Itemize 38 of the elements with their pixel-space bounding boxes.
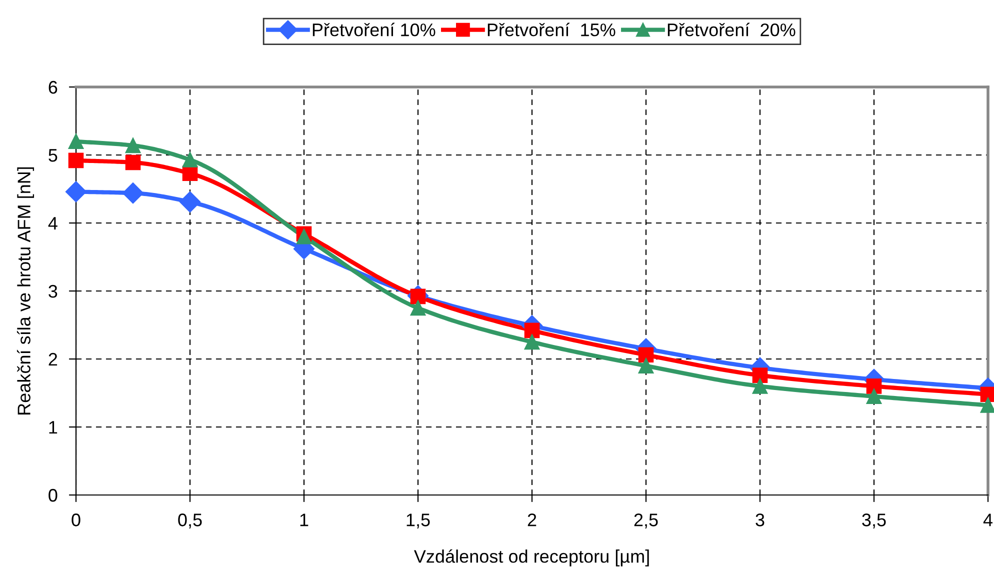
x-tick-label: 1,5 (406, 514, 430, 528)
legend-label: Přetvoření 10% (312, 22, 436, 36)
x-tick-label: 3 (756, 514, 764, 526)
point (68, 134, 84, 150)
y-tick-label: 4 (48, 217, 58, 230)
point (65, 181, 87, 202)
point (524, 322, 540, 338)
point (752, 368, 768, 383)
x-tick-label: 2 (528, 514, 536, 526)
y-tick-label: 1 (49, 421, 58, 434)
x-tick-label: 1 (300, 514, 308, 526)
point (638, 358, 654, 374)
x-tick-label: 0 (72, 514, 80, 526)
y-tick-label: 0 (48, 488, 58, 502)
x-tick-label: 4 (983, 514, 992, 526)
x-tick-label: 2,5 (634, 514, 658, 528)
point (125, 154, 141, 170)
point (125, 138, 141, 154)
point (866, 378, 882, 394)
point (68, 152, 84, 168)
legend-label: Přetvoření 15% (488, 22, 616, 36)
point (410, 300, 426, 316)
y-tick-label: 2 (48, 352, 58, 366)
x-axis-title: Vzdálenost od receptoru [µm] (414, 549, 649, 566)
x-tick-label: 3,5 (862, 514, 886, 528)
legend-label: Přetvoření 20% (668, 22, 796, 36)
point (179, 191, 201, 212)
y-tick-label: 6 (48, 80, 58, 94)
point (752, 378, 768, 394)
x-tick-label: 0,5 (178, 514, 202, 528)
y-axis-title: Reakční síla ve hrotu AFM [nN] (16, 167, 34, 414)
point (866, 388, 882, 404)
y-tick-label: 5 (48, 149, 58, 162)
point (638, 347, 654, 363)
point (122, 182, 144, 204)
y-tick-label: 3 (48, 284, 58, 298)
point (182, 152, 198, 168)
point (524, 334, 540, 350)
